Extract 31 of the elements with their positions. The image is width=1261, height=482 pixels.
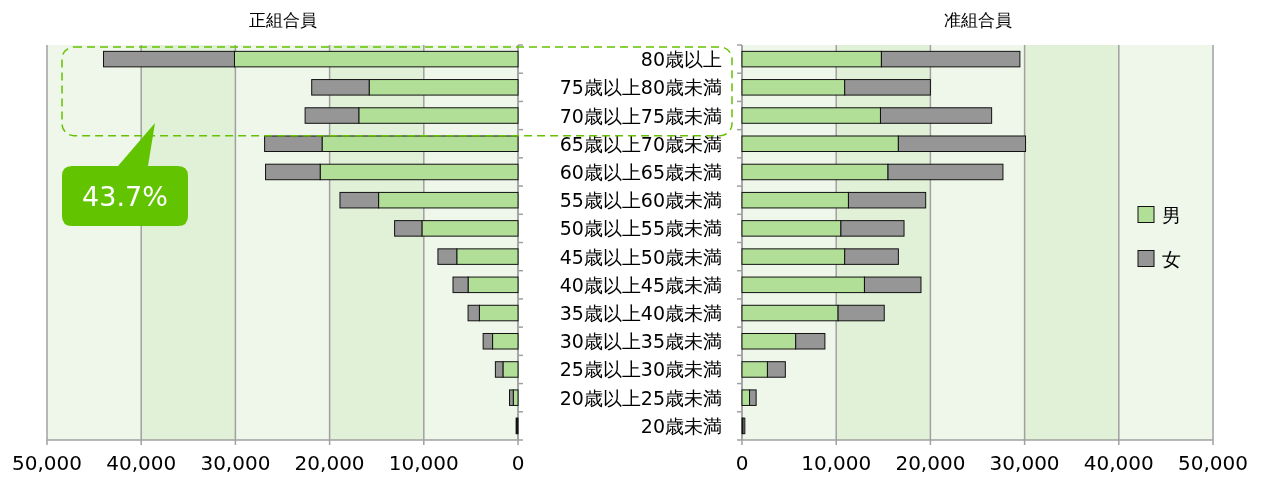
y-tick-label: 20歳以上25歳未満 (559, 386, 722, 409)
chart-title: 正組合員 (248, 10, 317, 30)
y-tick-label: 40歳以上45歳未満 (559, 273, 722, 296)
x-tick-label: 10,000 (388, 451, 459, 475)
x-tick-label: 50,000 (12, 451, 82, 475)
y-tick-label: 50歳以上55歳未満 (559, 217, 722, 240)
y-tick-label: 70歳以上75歳未満 (559, 104, 722, 127)
y-tick-label: 35歳以上40歳未満 (559, 302, 722, 325)
y-tick-label: 25歳以上30歳未満 (559, 358, 722, 381)
y-tick-label: 30歳以上35歳未満 (559, 330, 722, 353)
x-tick-label: 0 (735, 451, 749, 475)
x-tick-label: 40,000 (106, 451, 177, 475)
x-tick-label: 40,000 (1083, 451, 1154, 475)
x-tick-label: 20,000 (294, 451, 365, 475)
y-tick-label: 55歳以上60歳未満 (559, 189, 722, 212)
y-tick-label: 65歳以上70歳未満 (559, 132, 722, 155)
legend-label: 男 (1162, 203, 1181, 226)
y-tick-label: 80歳以上 (640, 48, 722, 71)
y-tick-label: 45歳以上50歳未満 (559, 245, 722, 268)
x-tick-label: 50,000 (1178, 451, 1248, 475)
x-tick-label: 20,000 (895, 451, 966, 475)
chart-title: 准組合員 (943, 10, 1012, 30)
x-tick-label: 30,000 (200, 451, 271, 475)
annotation: 43.7% (82, 181, 168, 212)
x-tick-label: 30,000 (989, 451, 1060, 475)
x-tick-label: 0 (511, 451, 525, 475)
x-tick-label: 10,000 (801, 451, 872, 475)
legend-label: 女 (1162, 247, 1181, 270)
y-tick-label: 75歳以上80歳未満 (559, 76, 722, 99)
y-tick-label: 20歳未満 (640, 414, 722, 437)
y-tick-label: 60歳以上65歳未満 (559, 160, 722, 183)
